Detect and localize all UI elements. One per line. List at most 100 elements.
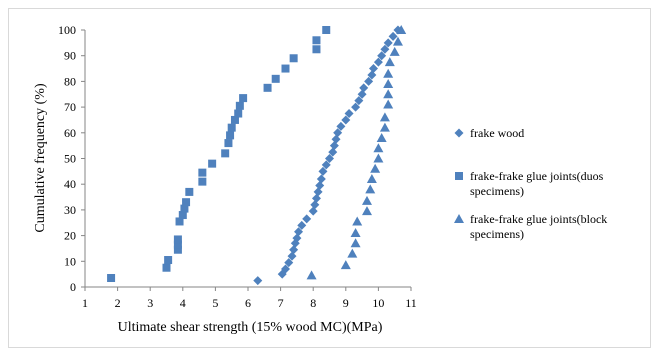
data-point [367, 70, 377, 80]
legend-marker-triangle [454, 214, 464, 223]
y-tick-label: 30 [64, 203, 76, 217]
y-tick-label: 40 [64, 177, 76, 191]
data-point [287, 251, 297, 261]
data-point [333, 128, 343, 138]
data-point [344, 109, 354, 119]
data-point [234, 109, 243, 118]
data-point [392, 36, 403, 46]
data-point [325, 154, 334, 163]
data-point [308, 206, 318, 216]
data-point [289, 54, 298, 63]
data-point [198, 177, 207, 186]
data-point [294, 227, 304, 237]
data-point [297, 220, 307, 230]
data-point [289, 245, 299, 255]
data-point [208, 159, 217, 168]
data-point [350, 238, 361, 248]
x-tick-label: 6 [245, 296, 251, 310]
y-tick-label: 70 [64, 100, 76, 114]
legend: frake wood frake-frake glue joints(duos sp… [454, 126, 607, 241]
legend-item: frake-frake glue joints(block specimens) [454, 212, 607, 241]
data-point [383, 78, 394, 88]
data-point [271, 74, 280, 83]
axes [84, 30, 411, 288]
data-point [313, 187, 323, 197]
data-point [376, 132, 387, 142]
y-axis-title: Cumulative frequency (%) [33, 83, 48, 233]
data-point [180, 204, 189, 213]
data-point [351, 102, 361, 112]
data-point [357, 89, 367, 99]
data-point [361, 195, 372, 205]
data-point [162, 263, 171, 272]
y-tick-label: 0 [70, 280, 76, 294]
data-point [361, 206, 372, 216]
data-point [354, 96, 364, 106]
data-point [373, 57, 383, 67]
y-tick-label: 10 [64, 254, 76, 268]
data-point [384, 57, 395, 67]
data-point [379, 122, 390, 132]
data-point [336, 121, 346, 131]
data-point [383, 68, 394, 78]
data-point [185, 187, 194, 196]
data-point [379, 112, 390, 122]
data-point [331, 134, 341, 144]
data-point [173, 235, 182, 244]
data-point [311, 193, 321, 203]
x-tick-label: 3 [147, 296, 153, 310]
data-point [280, 264, 290, 274]
data-point [373, 143, 384, 153]
data-point [173, 240, 182, 249]
legend-item: frake-frake glue joints(duos specimens) [455, 169, 604, 198]
data-point [341, 115, 351, 125]
x-tick-label: 11 [405, 296, 417, 310]
data-point [316, 174, 326, 184]
series-square [107, 26, 331, 283]
x-tick-label: 2 [115, 296, 121, 310]
y-tick-label: 60 [64, 126, 76, 140]
data-point [318, 166, 328, 176]
data-point [350, 228, 361, 238]
data-point [383, 38, 393, 48]
data-point [310, 200, 320, 210]
x-tick-label: 10 [372, 296, 384, 310]
data-point [359, 83, 369, 93]
data-point [373, 153, 384, 163]
data-point [366, 174, 377, 184]
series-diamond [253, 25, 403, 286]
data-point [315, 180, 325, 190]
x-tick-label: 4 [180, 296, 186, 310]
data-point [107, 274, 116, 283]
data-point [383, 89, 394, 99]
x-tick-label: 7 [278, 296, 284, 310]
x-tick-labels: 1 2 3 4 5 6 7 8 9 10 11 [82, 287, 417, 310]
data-point [352, 216, 363, 226]
data-point [322, 26, 331, 34]
data-point [164, 256, 173, 265]
data-point [230, 115, 239, 124]
data-point [253, 276, 263, 286]
data-point [389, 46, 400, 56]
legend-label: frake-frake glue joints(block specimens) [470, 212, 607, 241]
data-point [312, 45, 321, 54]
data-point [198, 168, 207, 177]
y-tick-label: 20 [64, 229, 76, 243]
legend-label: frake wood [470, 126, 524, 140]
data-point [370, 163, 381, 173]
data-point [383, 99, 394, 109]
data-point [302, 214, 312, 224]
legend-item: frake wood [454, 126, 524, 140]
chart-frame [8, 8, 651, 348]
data-point [178, 211, 187, 220]
data-point [388, 31, 398, 41]
data-point [263, 83, 272, 92]
data-point [347, 248, 358, 258]
data-point [224, 139, 233, 148]
y-tick-label: 80 [64, 74, 76, 88]
data-point [321, 160, 331, 170]
data-point [175, 217, 184, 226]
data-point [284, 258, 294, 268]
data-point [364, 76, 374, 86]
data-point [369, 64, 379, 74]
